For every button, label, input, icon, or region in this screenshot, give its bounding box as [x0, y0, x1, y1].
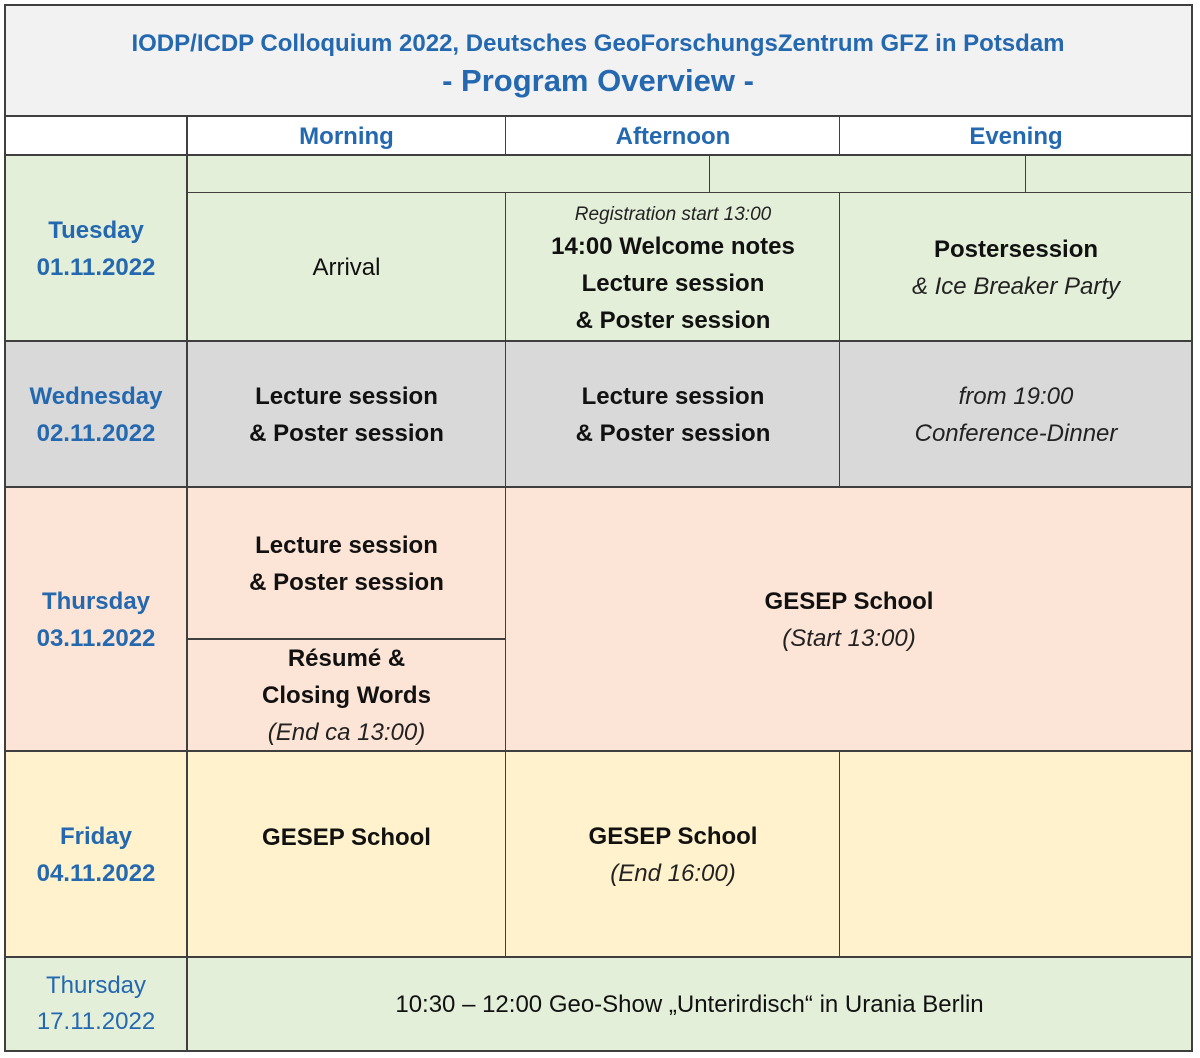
- day-date: 04.11.2022: [36, 859, 156, 887]
- session-line: Lecture session: [255, 531, 438, 559]
- tuesday-afternoon-cell: Registration start 13:00 14:00 Welcome n…: [506, 194, 840, 341]
- day-name: Tuesday: [48, 216, 144, 244]
- session-text: GESEP School: [262, 823, 431, 851]
- session-line: from 19:00: [958, 382, 1074, 410]
- title-background: [4, 4, 1192, 116]
- thursday-row-background: [4, 487, 1192, 751]
- day-label-friday: Friday 04.11.2022: [6, 752, 186, 957]
- day-date: 17.11.2022: [36, 1008, 156, 1035]
- session-line: Lecture session: [581, 382, 765, 410]
- session-line: & Ice Breaker Party: [911, 272, 1121, 300]
- friday-afternoon-cell: GESEP School (End 16:00): [506, 752, 840, 957]
- session-line: Postersession: [933, 235, 1099, 263]
- session-line: (End 16:00): [610, 859, 736, 887]
- session-line: Lecture session: [581, 270, 765, 297]
- session-line: (End ca 13:00): [267, 719, 426, 746]
- column-header-morning: Morning: [299, 122, 394, 150]
- day-name: Friday: [59, 822, 133, 850]
- session-line: & Poster session: [575, 419, 771, 447]
- friday-morning-cell: GESEP School: [187, 752, 506, 922]
- header-row-background: [4, 116, 1192, 155]
- page-title: IODP/ICDP Colloquium 2022, Deutsches Geo…: [4, 26, 1192, 106]
- friday-evening-cell: [840, 752, 1192, 957]
- friday-row-background: [4, 751, 1192, 957]
- day-name: Thursday: [45, 972, 147, 999]
- day-label-tuesday: Tuesday 01.11.2022: [6, 156, 186, 341]
- wednesday-evening-cell: from 19:00 Conference-Dinner: [840, 342, 1192, 487]
- session-line: & Poster session: [575, 307, 771, 334]
- wednesday-row-background: [4, 341, 1192, 487]
- geo-show-cell: 10:30 – 12:00 Geo-Show „Unterirdisch“ in…: [187, 958, 1192, 1050]
- page-title-line2: - Program Overview -: [442, 63, 754, 98]
- thursday-morning-bottom-cell: Résumé & Closing Words (End ca 13:00): [187, 640, 506, 751]
- day-date: 01.11.2022: [36, 253, 156, 281]
- tuesday-evening-cell: Postersession & Ice Breaker Party: [840, 194, 1192, 341]
- wednesday-afternoon-cell: Lecture session & Poster session: [506, 342, 840, 487]
- session-line: & Poster session: [249, 568, 444, 596]
- session-line: GESEP School: [764, 587, 934, 615]
- event-text: 10:30 – 12:00 Geo-Show „Unterirdisch“ in…: [395, 990, 984, 1018]
- wednesday-morning-cell: Lecture session & Poster session: [187, 342, 506, 487]
- day-date: 02.11.2022: [36, 419, 156, 447]
- tuesday-morning-cell: Arrival: [187, 194, 506, 341]
- column-header-evening: Evening: [969, 122, 1063, 150]
- page-title-line1: IODP/ICDP Colloquium 2022, Deutsches Geo…: [131, 30, 1065, 57]
- thursday-morning-top-cell: Lecture session & Poster session: [187, 488, 506, 639]
- day-label-thursday-17: Thursday 17.11.2022: [6, 958, 186, 1050]
- session-line: Lecture session: [255, 382, 438, 410]
- day-name: Thursday: [41, 587, 151, 615]
- session-line: (Start 13:00): [782, 624, 916, 652]
- session-line: Résumé &: [287, 645, 406, 672]
- day-label-wednesday: Wednesday 02.11.2022: [6, 342, 186, 487]
- day-name: Wednesday: [29, 382, 163, 410]
- thursday-afternoon-evening-cell: GESEP School (Start 13:00): [506, 488, 1192, 751]
- session-text: Arrival: [312, 254, 381, 281]
- session-line: 14:00 Welcome notes: [551, 233, 795, 260]
- thursday2-row-background: [4, 957, 1192, 1051]
- column-header-afternoon: Afternoon: [615, 122, 731, 150]
- day-date: 03.11.2022: [36, 624, 156, 652]
- session-line: GESEP School: [588, 822, 758, 850]
- session-line: Closing Words: [262, 682, 431, 709]
- day-label-thursday: Thursday 03.11.2022: [6, 488, 186, 751]
- session-line: & Poster session: [249, 419, 444, 447]
- registration-note: Registration start 13:00: [574, 204, 772, 225]
- tuesday-row-background: [4, 155, 1192, 341]
- session-line: Conference-Dinner: [914, 419, 1118, 447]
